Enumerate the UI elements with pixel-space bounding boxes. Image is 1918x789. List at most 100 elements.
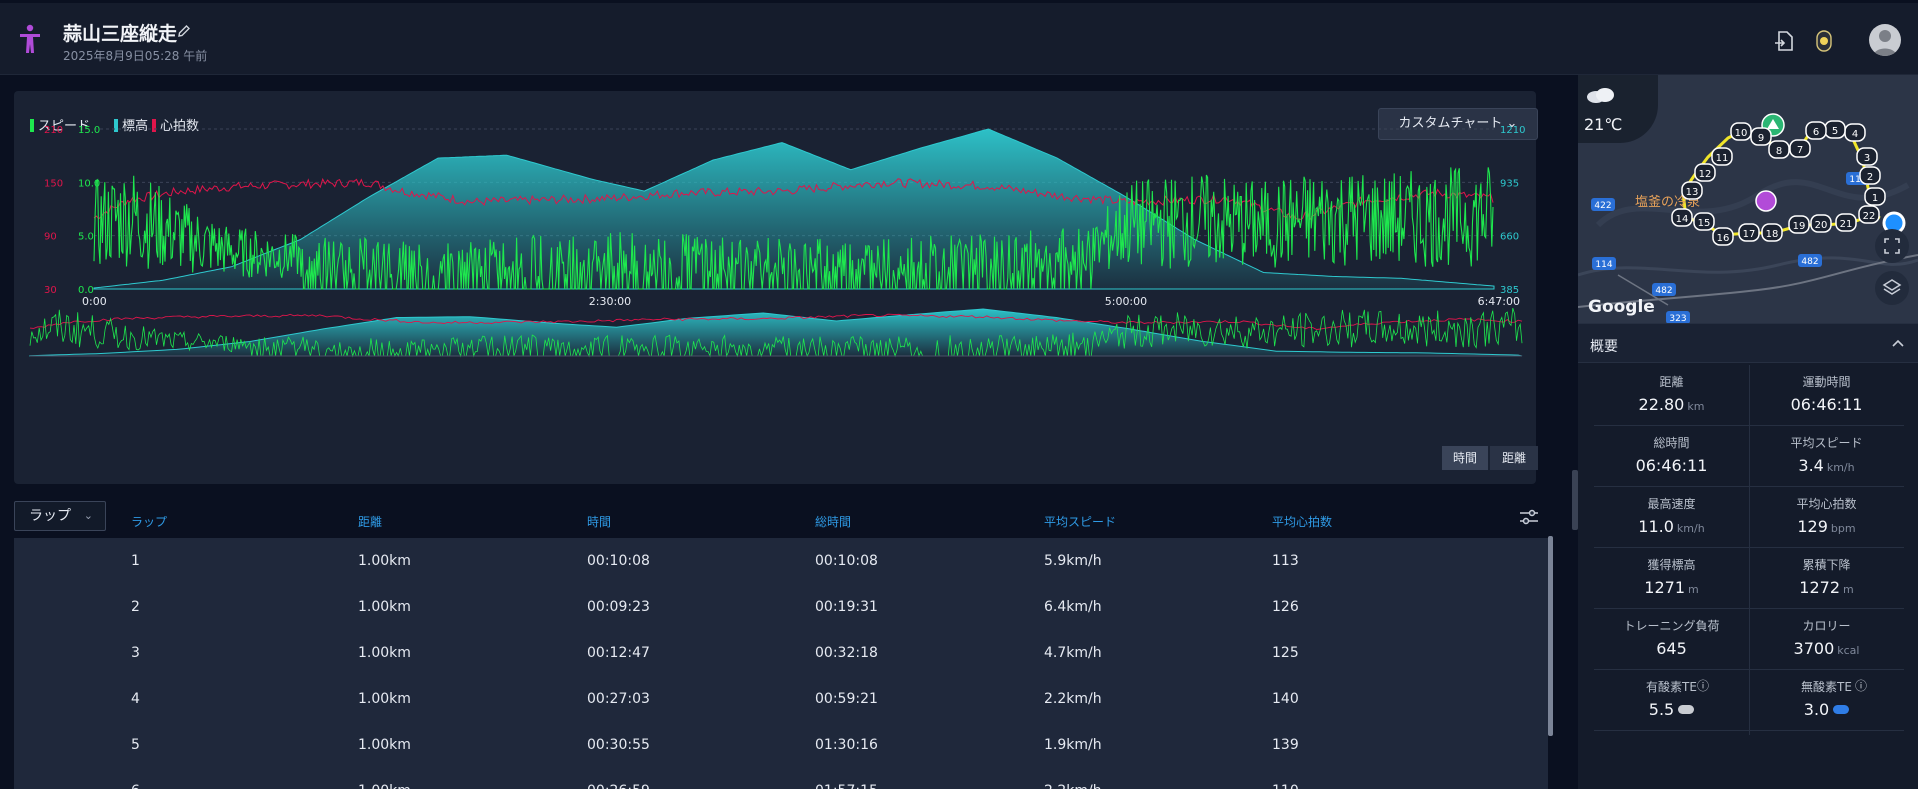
route-marker[interactable] xyxy=(1788,215,1810,234)
route-marker[interactable] xyxy=(1858,205,1880,224)
stat-value-wrap: 11.0 km/h xyxy=(1594,517,1749,536)
table-row[interactable]: 5 1.00km 00:30:55 01:30:16 1.9km/h 139 xyxy=(14,722,1548,768)
col-header-lap[interactable]: ラップ xyxy=(131,515,168,529)
cell-speed: 1.9km/h xyxy=(1044,737,1102,753)
route-map[interactable]: 塩釜の冷泉 422 114 482 482 323 114 1 2 3 4 5 6 7 8 9 10 11 12 13… xyxy=(1578,75,1918,323)
legend-item-elevation[interactable]: 標高 xyxy=(114,115,148,134)
stat-label: 運動時間 xyxy=(1802,375,1851,389)
overview-header[interactable]: 概要 xyxy=(1578,323,1918,363)
cell-lap: 4 xyxy=(131,691,140,707)
route-marker[interactable] xyxy=(1711,147,1733,166)
chevron-down-icon: ⌄ xyxy=(83,509,93,522)
custom-chart-button[interactable]: カスタムチャート ⌄ xyxy=(1378,108,1538,140)
stat-value-wrap: 06:46:11 xyxy=(1749,395,1904,414)
stat-unit: km xyxy=(1687,400,1705,413)
cell-time: 00:27:03 xyxy=(587,691,650,707)
x-tick-label: 0:00 xyxy=(82,295,107,308)
route-marker[interactable] xyxy=(1789,139,1811,158)
user-avatar[interactable] xyxy=(1869,24,1901,56)
route-marker[interactable] xyxy=(1693,212,1715,231)
table-row[interactable]: 3 1.00km 00:12:47 00:32:18 4.7km/h 125 xyxy=(14,630,1548,676)
series-elevation xyxy=(93,128,1495,290)
table-row[interactable]: 6 1.00km 00:26:59 01:57:15 2.2km/h 110 xyxy=(14,768,1548,789)
cell-total: 01:57:15 xyxy=(815,783,878,789)
stat-value-wrap: 1272 m xyxy=(1749,578,1904,597)
stat-item: 最高速度 11.0 km/h xyxy=(1594,487,1749,548)
col-header-avg-hr[interactable]: 平均心拍数 xyxy=(1272,515,1333,529)
route-marker[interactable] xyxy=(1856,147,1878,166)
y-tick-heart-rate: 150 xyxy=(44,178,63,189)
export-file-icon[interactable] xyxy=(1773,29,1795,53)
route-marker[interactable] xyxy=(1810,214,1832,233)
route-marker[interactable] xyxy=(1805,121,1827,140)
x-tick-label: 6:47:00 xyxy=(1478,295,1520,308)
route-marker-label: 20 xyxy=(1815,220,1828,231)
table-row[interactable]: 2 1.00km 00:09:23 00:19:31 6.4km/h 126 xyxy=(14,584,1548,630)
road-number-badge xyxy=(1666,311,1690,323)
map-layers-button[interactable] xyxy=(1875,271,1909,305)
route-marker[interactable] xyxy=(1712,227,1734,246)
route-marker[interactable] xyxy=(1859,166,1881,185)
cell-hr: 125 xyxy=(1272,645,1299,661)
cell-time: 00:30:55 xyxy=(587,737,650,753)
route-marker-label: 8 xyxy=(1776,146,1782,157)
weather-widget: 21℃ xyxy=(1578,75,1658,143)
column-settings-icon[interactable] xyxy=(1519,509,1539,525)
lap-table-scrollbar[interactable] xyxy=(1548,536,1553,736)
cell-time: 00:12:47 xyxy=(587,645,650,661)
road-number-label: 323 xyxy=(1669,314,1686,323)
stat-item: 運動時間 06:46:11 xyxy=(1749,365,1904,426)
road-number-label: 422 xyxy=(1594,201,1611,211)
cell-hr: 126 xyxy=(1272,599,1299,615)
stat-value: 3.0 xyxy=(1803,700,1830,719)
hot-spring-icon[interactable] xyxy=(1755,190,1777,212)
panel-splitter-handle[interactable] xyxy=(1572,470,1578,530)
stat-item: 平均心拍数 129 bpm xyxy=(1749,487,1904,548)
route-marker[interactable] xyxy=(1864,187,1886,206)
toggle-distance-button[interactable]: 距離 xyxy=(1490,446,1538,470)
route-marker[interactable] xyxy=(1835,213,1857,232)
col-header-total-time[interactable]: 総時間 xyxy=(815,515,852,529)
col-header-avg-speed[interactable]: 平均スピード xyxy=(1044,515,1117,529)
road-number-label: 114 xyxy=(1595,260,1612,270)
cell-distance: 1.00km xyxy=(358,737,411,753)
cell-hr: 139 xyxy=(1272,737,1299,753)
info-icon[interactable]: ⓘ xyxy=(1697,679,1710,693)
route-marker[interactable] xyxy=(1738,223,1760,242)
toggle-time-button[interactable]: 時間 xyxy=(1442,446,1488,470)
legend-item-speed[interactable]: スピード xyxy=(30,115,90,134)
route-marker[interactable] xyxy=(1750,127,1772,146)
stat-item: トレーニング負荷 645 xyxy=(1594,609,1749,670)
col-header-distance[interactable]: 距離 xyxy=(358,515,383,529)
stat-label: トレーニング負荷 xyxy=(1623,619,1720,633)
edit-pencil-icon[interactable] xyxy=(177,24,191,38)
activity-chart[interactable]: 30 0.0 385 90 5.0 660 150 10.0 935 210 15.0 1210 0:0… xyxy=(14,91,1536,484)
route-marker-label: 13 xyxy=(1686,187,1699,198)
cell-speed: 5.9km/h xyxy=(1044,553,1102,569)
stat-item: 総時間 06:46:11 xyxy=(1594,426,1749,487)
te-badge-icon xyxy=(1833,705,1850,714)
fullscreen-button[interactable] xyxy=(1875,229,1909,263)
route-marker[interactable] xyxy=(1671,208,1693,227)
stat-value: 06:46:11 xyxy=(1635,456,1708,475)
table-row[interactable]: 1 1.00km 00:10:08 00:10:08 5.9km/h 113 xyxy=(14,538,1548,584)
route-marker[interactable] xyxy=(1730,122,1752,141)
col-header-time[interactable]: 時間 xyxy=(587,515,612,529)
info-icon[interactable]: ⓘ xyxy=(1855,679,1868,693)
legend-item-heart-rate[interactable]: 心拍数 xyxy=(152,115,199,134)
route-marker[interactable] xyxy=(1694,163,1716,182)
stat-value: 1272 xyxy=(1799,578,1840,597)
route-marker[interactable] xyxy=(1681,181,1703,200)
route-marker-label: 10 xyxy=(1735,128,1748,139)
mountain-glyph-icon xyxy=(1767,119,1779,129)
google-logo: Google xyxy=(1588,297,1655,317)
x-tick-label: 2:30:00 xyxy=(589,295,631,308)
lap-type-select[interactable]: ラップ ⌄ xyxy=(14,501,106,531)
device-watch-icon[interactable] xyxy=(1813,29,1835,53)
temperature: 21℃ xyxy=(1584,115,1623,134)
route-marker[interactable] xyxy=(1761,223,1783,242)
chevron-up-icon[interactable] xyxy=(1892,338,1904,348)
table-row[interactable]: 4 1.00km 00:27:03 00:59:21 2.2km/h 140 xyxy=(14,676,1548,722)
route-marker[interactable] xyxy=(1768,140,1790,159)
